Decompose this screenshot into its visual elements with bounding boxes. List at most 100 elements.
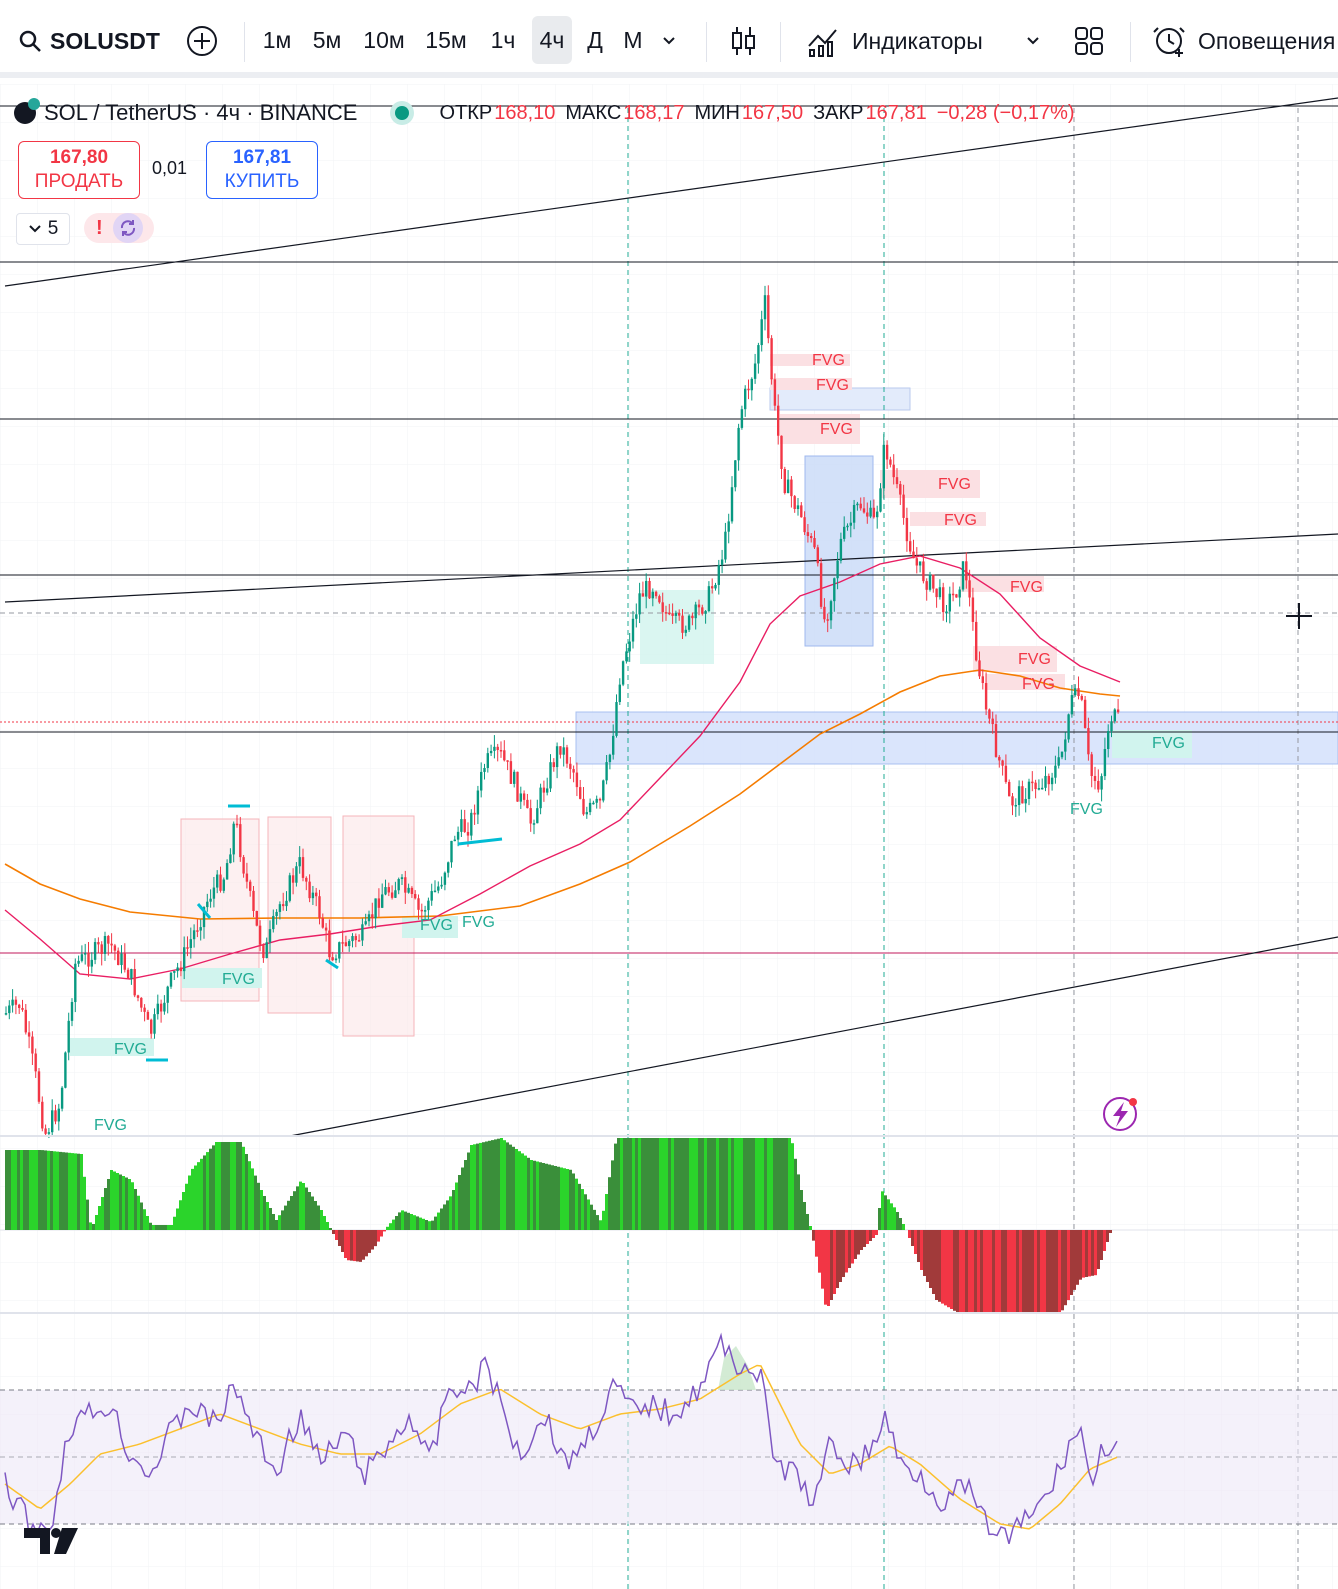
candle-body <box>763 295 767 320</box>
timeframe-1h[interactable]: 1ч <box>490 26 516 53</box>
histogram-bar <box>917 1230 920 1262</box>
timeframe-15m[interactable]: 15м <box>425 26 467 53</box>
candle-body <box>288 875 291 901</box>
histogram-bar <box>1049 1230 1052 1312</box>
histogram-bar <box>347 1230 350 1261</box>
trend-lines[interactable] <box>4 97 1338 1137</box>
buy-button[interactable]: 167,81 КУПИТЬ <box>206 141 318 199</box>
svg-text:FVG: FVG <box>944 512 977 529</box>
histogram-bar <box>377 1230 380 1242</box>
histogram-bar <box>302 1183 305 1230</box>
histogram-bar <box>245 1154 248 1230</box>
histogram-bar <box>980 1230 983 1312</box>
candle-body <box>905 517 909 542</box>
histogram-bar <box>596 1215 599 1230</box>
timeframe-5m[interactable]: 5м <box>312 26 342 53</box>
candle-body <box>562 747 565 755</box>
candle-body <box>902 494 905 518</box>
histogram-bar <box>50 1151 53 1230</box>
histogram-bar <box>635 1138 638 1230</box>
candle-body <box>285 900 288 907</box>
candle-body <box>786 479 790 494</box>
histogram-bar <box>578 1183 581 1230</box>
indicators-count: 5 <box>47 218 59 239</box>
candle-body <box>41 1101 44 1129</box>
candle-body <box>671 613 674 616</box>
indicators-dropdown[interactable] <box>1024 10 1042 72</box>
candle-body <box>595 798 598 803</box>
histogram-bar <box>317 1205 320 1230</box>
svg-text:FVG: FVG <box>938 476 971 493</box>
candle-body <box>588 802 592 813</box>
candle-body <box>27 1032 31 1037</box>
candle-body <box>843 526 846 539</box>
indicators-collapse-button[interactable]: 5 <box>16 213 70 245</box>
timeframe-dropdown[interactable] <box>660 10 678 72</box>
candle-body <box>74 963 77 1003</box>
lightning-icon[interactable] <box>1103 1097 1137 1131</box>
candle-body <box>384 887 387 895</box>
layout-button[interactable] <box>1074 10 1104 72</box>
candle-body <box>463 819 466 832</box>
histogram-bar <box>722 1138 725 1230</box>
histogram-bar <box>518 1151 521 1230</box>
candle-body <box>357 940 361 942</box>
price-chart[interactable]: FVG FVG FVG FVG FVG FVG FVG FVG FVG FVG … <box>0 84 1338 1589</box>
candle-body <box>476 790 480 815</box>
chart-type-button[interactable] <box>728 10 758 72</box>
histogram-bar <box>8 1150 11 1230</box>
candle-body <box>275 911 278 916</box>
candle-body <box>819 563 823 607</box>
candle-body <box>1110 721 1113 732</box>
histogram-bar <box>656 1138 659 1230</box>
histogram-bar <box>191 1168 194 1230</box>
candle-body <box>730 487 734 522</box>
timeframe-10m[interactable]: 10м <box>363 26 405 53</box>
candle-body <box>1097 780 1100 790</box>
histogram-bar <box>1067 1230 1070 1301</box>
candle-body <box>975 621 978 661</box>
histogram-bar <box>626 1138 629 1230</box>
candle-body <box>1116 709 1120 713</box>
candle-body <box>826 619 829 621</box>
histogram-bar <box>119 1174 122 1230</box>
candle-body <box>895 477 899 485</box>
candle-body <box>367 914 371 922</box>
symbol-title[interactable]: SOL / TetherUS · 4ч · BINANCE <box>44 100 358 125</box>
sell-button[interactable]: 167,80 ПРОДАТЬ <box>18 141 140 199</box>
candle-body <box>410 887 414 895</box>
timeframe-1m[interactable]: 1м <box>262 26 292 53</box>
candle-body <box>239 824 242 858</box>
candle-body <box>364 921 367 925</box>
histogram-bar <box>740 1138 743 1230</box>
compare-button[interactable] <box>186 10 218 72</box>
histogram-bar <box>35 1150 38 1230</box>
histogram-bar <box>524 1155 527 1230</box>
histogram-bar <box>128 1179 131 1230</box>
svg-text:FVG: FVG <box>114 1041 147 1058</box>
histogram-bar <box>725 1138 728 1230</box>
histogram-bar <box>791 1143 794 1230</box>
histogram-bar <box>677 1138 680 1230</box>
candle-body <box>265 942 268 959</box>
histogram-bar <box>617 1138 620 1230</box>
candle-body <box>516 771 519 802</box>
histogram-bar <box>977 1230 980 1312</box>
symbol-search[interactable]: SOLUSDT <box>18 10 160 72</box>
histogram-bar <box>746 1138 749 1230</box>
candle-body <box>978 660 981 677</box>
timeframe-month[interactable]: М <box>623 26 643 53</box>
indicators-button[interactable]: Индикаторы <box>806 10 983 72</box>
tradingview-logo[interactable] <box>24 1528 78 1554</box>
symbol-legend: SOL / TetherUS · 4ч · BINANCE ОТКР 168,1… <box>14 96 1075 130</box>
candle-body <box>687 615 691 630</box>
histogram-bar <box>1106 1230 1109 1242</box>
histogram-bar <box>95 1215 98 1230</box>
timeframe-4h[interactable]: 4ч <box>532 16 572 64</box>
alerts-button[interactable]: Оповещения <box>1152 10 1335 72</box>
candle-body <box>1060 751 1064 758</box>
candle-body <box>136 995 140 998</box>
data-status-badge[interactable]: ! <box>84 213 154 243</box>
timeframe-day[interactable]: Д <box>587 26 603 53</box>
candle-body <box>536 808 539 824</box>
